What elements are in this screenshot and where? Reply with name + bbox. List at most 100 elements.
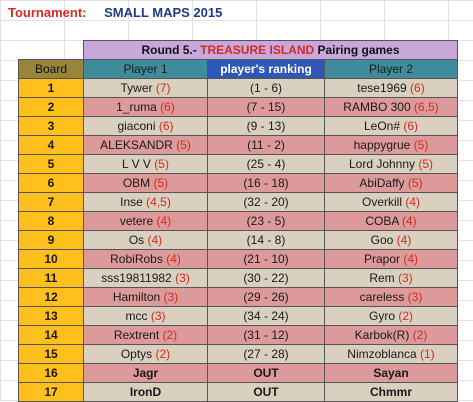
player1-cell[interactable]: Tywer (7)	[83, 78, 208, 98]
board-number-cell[interactable]: 14	[18, 325, 84, 345]
header-player1[interactable]: Player 1	[83, 59, 208, 79]
ranking-cell[interactable]: (23 - 5)	[207, 211, 325, 231]
player2-cell[interactable]: Sayan	[324, 363, 458, 383]
board-number-cell[interactable]: 3	[18, 116, 84, 136]
player2-cell[interactable]: Overkill (4)	[324, 192, 458, 212]
ranking-cell[interactable]: (25 - 4)	[207, 154, 325, 174]
player1-cell[interactable]: OBM (5)	[83, 173, 208, 193]
player2-cell[interactable]: happygrue (5)	[324, 135, 458, 155]
ranking-cell[interactable]: (21 - 10)	[207, 249, 325, 269]
board-number-cell[interactable]: 12	[18, 287, 84, 307]
board-number-cell[interactable]: 16	[18, 363, 84, 383]
round-banner[interactable]: Round 5.- TREASURE ISLAND Pairing games	[83, 40, 458, 60]
player1-cell[interactable]: Optys (2)	[83, 344, 208, 364]
table-row: 16 Jagr OUT Sayan	[18, 363, 458, 383]
board-number-cell[interactable]: 6	[18, 173, 84, 193]
board-number: 13	[44, 309, 58, 323]
player1-name: L V V	[122, 157, 151, 171]
player2-cell[interactable]: Chmmr	[324, 382, 458, 402]
player2-cell[interactable]: Prapor (4)	[324, 249, 458, 269]
player2-name: Overkill	[361, 195, 402, 209]
ranking-value: (9 - 13)	[246, 119, 286, 133]
board-number-cell[interactable]: 17	[18, 382, 84, 402]
player1-score: (6)	[158, 119, 174, 133]
header-player2[interactable]: Player 2	[324, 59, 458, 79]
ranking-cell[interactable]: (29 - 26)	[207, 287, 325, 307]
player2-cell[interactable]: Rem (3)	[324, 268, 458, 288]
ranking-cell[interactable]: (14 - 8)	[207, 230, 325, 250]
player2-cell[interactable]: AbiDaffy (5)	[324, 173, 458, 193]
player1-cell[interactable]: mcc (3)	[83, 306, 208, 326]
player2-cell[interactable]: Nimzoblanca (1)	[324, 344, 458, 364]
header-board[interactable]: Board	[18, 59, 84, 79]
ranking-cell[interactable]: (1 - 6)	[207, 78, 325, 98]
pairing-table: Round 5.- TREASURE ISLAND Pairing games …	[18, 40, 458, 402]
player2-name: Prapor	[363, 252, 400, 266]
board-number: 9	[47, 233, 55, 247]
board-number: 1	[47, 81, 55, 95]
board-number-cell[interactable]: 10	[18, 249, 84, 269]
player2-cell[interactable]: Goo (4)	[324, 230, 458, 250]
ranking-cell[interactable]: (31 - 12)	[207, 325, 325, 345]
player1-cell[interactable]: 1_ruma (6)	[83, 97, 208, 117]
player1-cell[interactable]: ALEKSANDR (5)	[83, 135, 208, 155]
board-number: 16	[44, 366, 58, 380]
table-row: 7 Inse (4,5) (32 - 20) Overkill (4)	[18, 192, 458, 212]
ranking-value: (30 - 22)	[243, 271, 289, 285]
board-number-cell[interactable]: 7	[18, 192, 84, 212]
ranking-value: (27 - 28)	[243, 347, 289, 361]
player1-name: 1_ruma	[116, 100, 157, 114]
player1-score: (7)	[155, 81, 171, 95]
board-number-cell[interactable]: 9	[18, 230, 84, 250]
board-number-cell[interactable]: 1	[18, 78, 84, 98]
ranking-cell[interactable]: (9 - 13)	[207, 116, 325, 136]
ranking-cell[interactable]: (34 - 24)	[207, 306, 325, 326]
board-number-cell[interactable]: 4	[18, 135, 84, 155]
ranking-cell[interactable]: (30 - 22)	[207, 268, 325, 288]
player2-cell[interactable]: Karbok(R) (2)	[324, 325, 458, 345]
player1-cell[interactable]: L V V (5)	[83, 154, 208, 174]
player1-cell[interactable]: RobiRobs (4)	[83, 249, 208, 269]
player1-cell[interactable]: Os (4)	[83, 230, 208, 250]
board-number-cell[interactable]: 2	[18, 97, 84, 117]
board-number-cell[interactable]: 5	[18, 154, 84, 174]
ranking-cell[interactable]: (27 - 28)	[207, 344, 325, 364]
player1-cell[interactable]: Hamilton (3)	[83, 287, 208, 307]
player2-cell[interactable]: tese1969 (6)	[324, 78, 458, 98]
ranking-cell[interactable]: (16 - 18)	[207, 173, 325, 193]
board-number-cell[interactable]: 8	[18, 211, 84, 231]
player1-cell[interactable]: Rextrent (2)	[83, 325, 208, 345]
board-number-cell[interactable]: 13	[18, 306, 84, 326]
ranking-cell[interactable]: OUT	[207, 363, 325, 383]
player2-cell[interactable]: Lord Johnny (5)	[324, 154, 458, 174]
header-ranking[interactable]: player's ranking	[207, 59, 325, 79]
player2-cell[interactable]: Gyro (2)	[324, 306, 458, 326]
player2-cell[interactable]: COBA (4)	[324, 211, 458, 231]
player1-cell[interactable]: IronD	[83, 382, 208, 402]
board-number-cell[interactable]: 11	[18, 268, 84, 288]
ranking-cell[interactable]: (32 - 20)	[207, 192, 325, 212]
player2-score: (2)	[398, 309, 414, 323]
ranking-cell[interactable]: (7 - 15)	[207, 97, 325, 117]
player1-cell[interactable]: Jagr	[83, 363, 208, 383]
player2-cell[interactable]: LeOn# (6)	[324, 116, 458, 136]
board-number: 6	[47, 176, 55, 190]
player1-cell[interactable]: sss19811982 (3)	[83, 268, 208, 288]
player1-cell[interactable]: giaconi (6)	[83, 116, 208, 136]
board-number: 17	[44, 385, 58, 399]
player1-cell[interactable]: Inse (4,5)	[83, 192, 208, 212]
ranking-cell[interactable]: OUT	[207, 382, 325, 402]
player2-score: (3)	[398, 271, 413, 285]
player1-name: sss19811982	[101, 271, 172, 285]
player1-cell[interactable]: vetere (4)	[83, 211, 208, 231]
ranking-value: (11 - 2)	[247, 138, 285, 152]
ranking-cell[interactable]: (11 - 2)	[207, 135, 325, 155]
player1-name: Jagr	[132, 366, 159, 380]
player2-score: (4)	[403, 252, 419, 266]
player2-cell[interactable]: RAMBO 300 (6,5)	[324, 97, 458, 117]
player2-cell[interactable]: careless (3)	[324, 287, 458, 307]
player2-name: Karbok(R)	[354, 328, 410, 342]
board-number-cell[interactable]: 15	[18, 344, 84, 364]
table-row: 3 giaconi (6) (9 - 13) LeOn# (6)	[18, 116, 458, 136]
table-row: 15 Optys (2) (27 - 28) Nimzoblanca (1)	[18, 344, 458, 364]
